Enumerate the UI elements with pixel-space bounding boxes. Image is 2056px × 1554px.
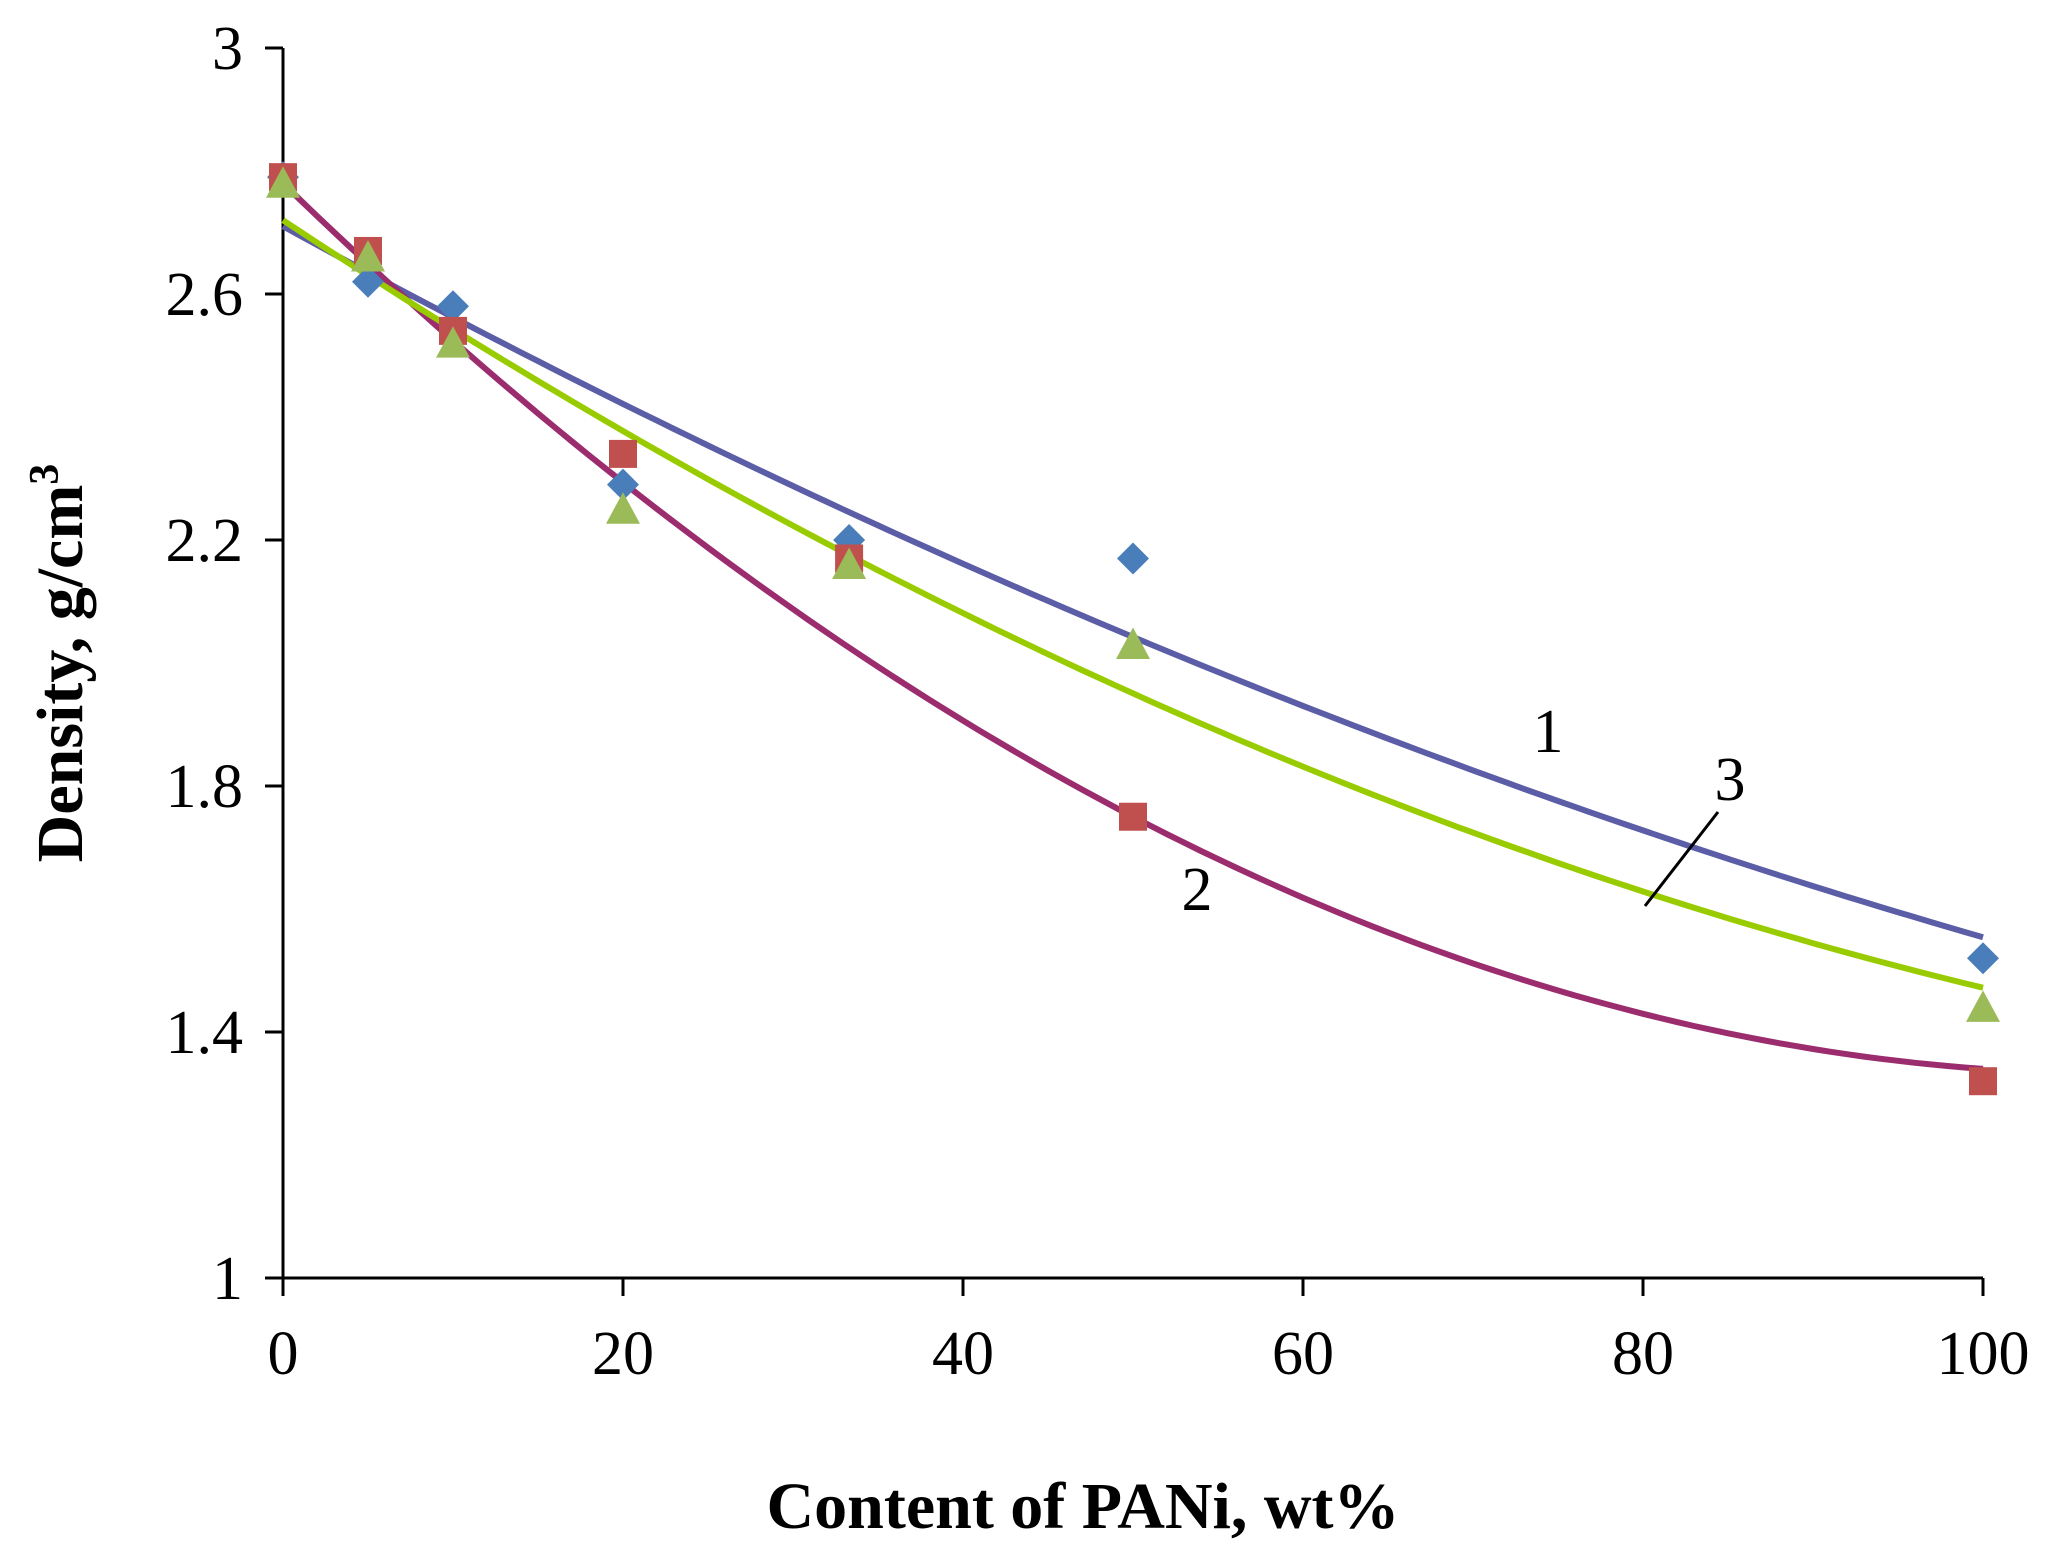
data-point-series-3 [832, 547, 867, 580]
data-point-series-3 [1966, 990, 2000, 1022]
curve-label-1: 1 [1533, 698, 1564, 766]
curve-label-2: 2 [1182, 856, 1213, 924]
y-axis-title: Density, g/cm3 [22, 464, 97, 863]
trend-curves [280, 181, 1984, 1072]
data-point-series-3 [606, 492, 640, 524]
y-tick-label: 1.8 [166, 753, 244, 821]
data-point-series-3 [436, 326, 470, 358]
data-point-series-2 [1119, 802, 1147, 831]
curve-label-3: 3 [1715, 746, 1746, 814]
curve-label-3-leader [1643, 811, 1720, 907]
data-point-series-1 [352, 265, 384, 298]
data-point-series-2 [1969, 1067, 1997, 1096]
data-point-series-1 [1967, 942, 1999, 975]
data-markers [266, 161, 2000, 1096]
y-tick-label: 2.6 [166, 261, 244, 329]
x-tick-label: 80 [1612, 1320, 1674, 1388]
data-point-series-3 [266, 166, 300, 198]
curve-labels: 1 2 3 [1182, 698, 1746, 924]
x-tick-label: 60 [1272, 1320, 1334, 1388]
y-tick-label: 3 [212, 15, 243, 83]
y-tick-label: 1 [212, 1245, 243, 1313]
trend-line-3 [281, 217, 1984, 991]
x-tick-label: 40 [932, 1320, 994, 1388]
trend-line-2 [280, 181, 1984, 1072]
axes [281, 48, 1983, 1280]
data-point-series-1 [437, 290, 469, 323]
y-tick-label: 2.2 [166, 507, 244, 575]
x-tick-label: 100 [1937, 1320, 2030, 1388]
x-axis-title: Content of PANi, wt% [766, 1470, 1399, 1543]
x-ticks: 0 20 40 60 80 100 [268, 1278, 2030, 1388]
data-point-series-1 [607, 468, 639, 501]
y-ticks: 1 1.4 1.8 2.2 2.6 3 [166, 15, 283, 1313]
y-axis-title-superscript: 3 [22, 464, 68, 485]
data-point-series-3 [351, 240, 385, 272]
y-tick-label: 1.4 [166, 999, 244, 1067]
data-point-series-2 [609, 439, 637, 468]
data-point-series-1 [1117, 542, 1149, 575]
x-tick-label: 20 [592, 1320, 654, 1388]
x-tick-label: 0 [268, 1320, 299, 1388]
data-point-series-3 [1116, 627, 1150, 659]
y-axis-title-text: Density, g/cm [24, 485, 97, 863]
